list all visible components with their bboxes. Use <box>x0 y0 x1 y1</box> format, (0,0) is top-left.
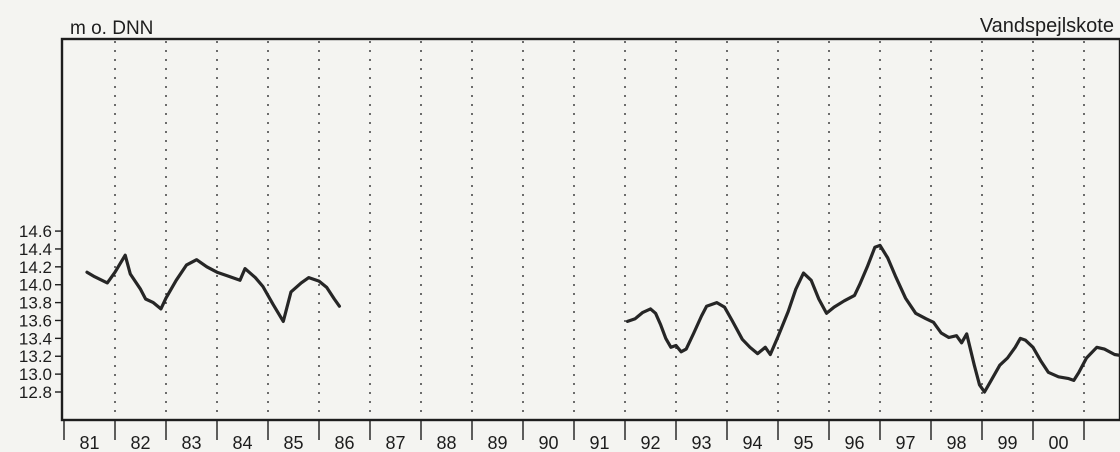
x-tick-label: 84 <box>232 433 252 452</box>
y-tick-label: 13.4 <box>19 329 52 348</box>
y-tick-label: 13.2 <box>19 347 52 366</box>
y-tick-label: 13.0 <box>19 365 52 384</box>
y-tick-label: 12.8 <box>19 383 52 402</box>
x-tick-label: 88 <box>436 433 456 452</box>
y-tick-label: 13.8 <box>19 294 52 313</box>
x-tick-label: 82 <box>130 433 150 452</box>
y-tick-label: 14.4 <box>19 240 52 259</box>
y-tick-label: 14.6 <box>19 222 52 241</box>
x-tick-label: 98 <box>946 433 966 452</box>
y-axis-label: m o. DNN <box>70 18 153 39</box>
x-tick-label: 99 <box>997 433 1017 452</box>
x-tick-label: 90 <box>538 433 558 452</box>
x-tick-label: 85 <box>283 433 303 452</box>
series-line-segment <box>85 253 341 323</box>
x-tick-label: 00 <box>1048 433 1068 452</box>
y-tick-label: 14.0 <box>19 276 52 295</box>
x-tick-label: 83 <box>181 433 201 452</box>
y-axis: 14.614.414.214.013.813.613.413.213.012.8 <box>19 222 62 402</box>
x-tick-label: 87 <box>385 433 405 452</box>
series-line-segment <box>625 243 1120 394</box>
plot-frame <box>60 37 1120 422</box>
x-tick-label: 97 <box>895 433 915 452</box>
x-axis: 81 82 83 84 85 86 87 88 89 90 91 92 93 94 95 96 97 98 99 00 <box>63 420 1085 452</box>
x-tick-label: 91 <box>589 433 609 452</box>
x-tick-label: 93 <box>691 433 711 452</box>
x-tick-label: 81 <box>79 433 99 452</box>
y-tick-label: 13.6 <box>19 311 52 330</box>
chart-title: Vandspejlskote <box>980 15 1114 37</box>
x-tick-label: 96 <box>844 433 864 452</box>
y-tick-label: 14.2 <box>19 258 52 277</box>
x-tick-label: 86 <box>334 433 354 452</box>
water-level-series <box>85 243 1120 394</box>
x-tick-label: 94 <box>742 433 762 452</box>
x-tick-label: 92 <box>640 433 660 452</box>
x-tick-label: 89 <box>487 433 507 452</box>
year-gridlines <box>114 41 1085 418</box>
x-tick-label: 95 <box>793 433 813 452</box>
